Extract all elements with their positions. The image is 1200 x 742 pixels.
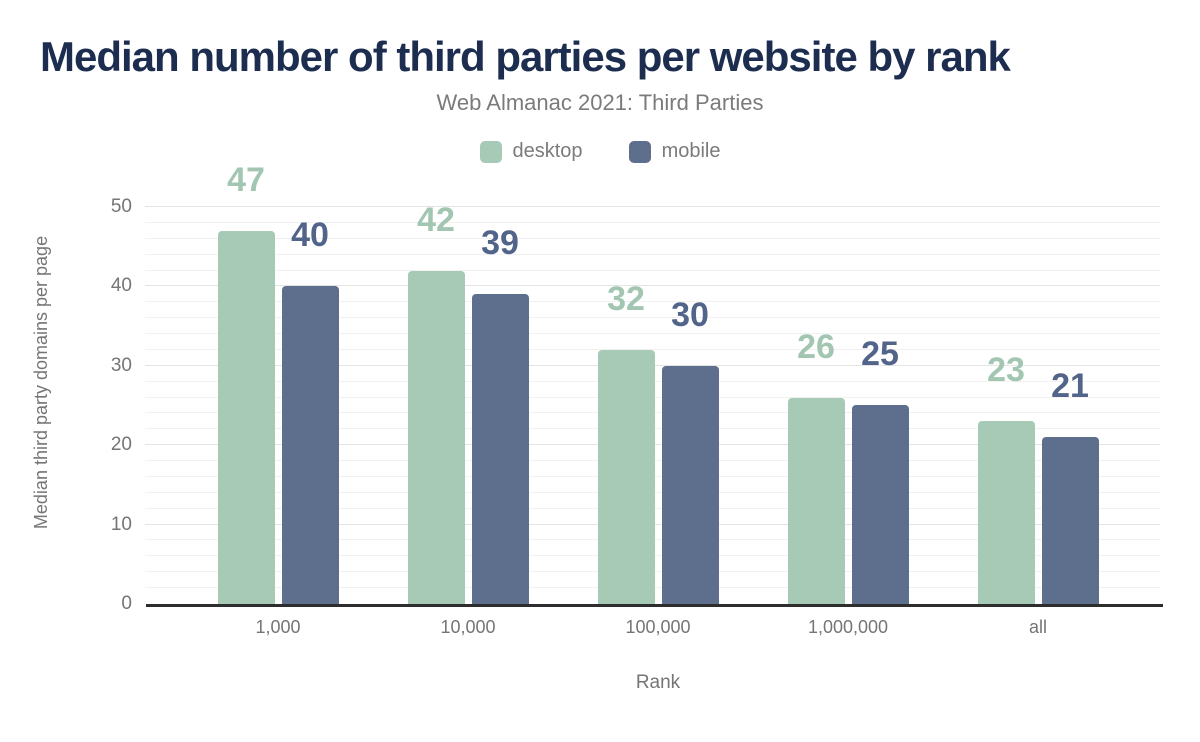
bar-column-mobile: 21 (1041, 160, 1099, 604)
bar-value-label-mobile: 25 (861, 335, 899, 373)
x-tick-label: 100,000 (625, 617, 691, 637)
bar-desktop-1000000[interactable] (787, 398, 845, 604)
bar-pair: 26 25 (753, 160, 943, 604)
gridline-major (145, 285, 1160, 287)
bar-group-10000: 42 39 10,000 (373, 160, 563, 637)
bar-pair: 32 30 (563, 160, 753, 604)
gridline-minor (145, 301, 1160, 303)
bar-desktop-10000[interactable] (407, 271, 465, 604)
bar-band: 47 40 1,000 42 39 10,000 32 30 100,000 26 25 1,000,… (183, 160, 1133, 637)
gridline-minor (145, 237, 1160, 239)
gridline-minor (145, 269, 1160, 271)
bar-mobile-10000[interactable] (471, 294, 529, 604)
y-tick-label: 40 (110, 275, 132, 297)
bar-column-desktop: 26 (787, 160, 845, 604)
gridline-major (145, 206, 1160, 207)
legend-label-desktop: desktop (512, 140, 583, 162)
bar-group-1000000: 26 25 1,000,000 (753, 160, 943, 637)
bar-mobile-100000[interactable] (661, 366, 719, 604)
y-tick-label: 10 (110, 513, 132, 535)
y-axis-title: Median third party domains per page (31, 235, 52, 529)
x-axis-line (146, 604, 1163, 607)
y-tick-label: 20 (110, 434, 132, 456)
legend-label-mobile: mobile (661, 140, 721, 162)
bar-column-mobile: 40 (281, 160, 339, 604)
plot-area: 47 40 1,000 42 39 10,000 32 30 100,000 26 25 1,000,… (145, 160, 1160, 637)
mobile-swatch-icon (628, 140, 651, 163)
bar-value-label-desktop: 32 (607, 280, 645, 318)
bar-mobile-1000000[interactable] (851, 405, 909, 604)
x-tick-label: 10,000 (440, 617, 496, 637)
gridline-minor (145, 221, 1160, 223)
bar-desktop-1000[interactable] (217, 231, 275, 604)
y-tick-label: 30 (110, 354, 132, 376)
y-tick-label: 50 (110, 196, 132, 217)
bar-group-all: 23 21 all (943, 160, 1133, 637)
bar-value-label-desktop: 23 (987, 351, 1025, 389)
legend-item-desktop: desktop (479, 140, 583, 163)
bar-group-1000: 47 40 1,000 (183, 160, 373, 637)
bar-value-label-mobile: 40 (291, 216, 329, 254)
bar-value-label-desktop: 26 (797, 328, 835, 366)
bar-value-label-mobile: 21 (1051, 367, 1089, 405)
bar-value-label-mobile: 30 (671, 296, 709, 334)
gridline-minor (145, 253, 1160, 255)
legend: desktop mobile (0, 140, 1200, 163)
bar-column-mobile: 39 (471, 160, 529, 604)
chart-subtitle: Web Almanac 2021: Third Parties (436, 90, 764, 115)
bar-group-100000: 32 30 100,000 (563, 160, 753, 637)
gridline-minor (145, 333, 1160, 335)
x-axis-title: Rank (635, 672, 681, 693)
bar-desktop-all[interactable] (977, 421, 1035, 604)
bar-value-label-desktop: 47 (227, 161, 265, 199)
bar-mobile-all[interactable] (1041, 437, 1099, 604)
bar-desktop-100000[interactable] (597, 350, 655, 604)
bar-column-mobile: 25 (851, 160, 909, 604)
desktop-swatch-icon (479, 140, 502, 163)
x-tick-label: all (1028, 617, 1047, 637)
bar-column-desktop: 23 (977, 160, 1035, 604)
legend-item-mobile: mobile (628, 140, 721, 163)
gridline-minor (145, 348, 1160, 350)
bar-value-label-mobile: 39 (481, 224, 519, 262)
x-tick-label: 1,000 (255, 617, 301, 637)
gridline-minor (145, 317, 1160, 319)
bar-pair: 23 21 (943, 160, 1133, 604)
y-tick-label: 0 (121, 593, 132, 614)
chart-title: Median number of third parties per websi… (40, 33, 1011, 80)
bar-pair: 47 40 (183, 160, 373, 604)
bar-mobile-1000[interactable] (281, 286, 339, 604)
x-tick-label: 1,000,000 (807, 617, 889, 637)
bar-pair: 42 39 (373, 160, 563, 604)
bar-column-desktop: 42 (407, 160, 465, 604)
bar-column-desktop: 47 (217, 160, 275, 604)
bar-column-desktop: 32 (597, 160, 655, 604)
bar-value-label-desktop: 42 (417, 201, 455, 239)
bar-column-mobile: 30 (661, 160, 719, 604)
